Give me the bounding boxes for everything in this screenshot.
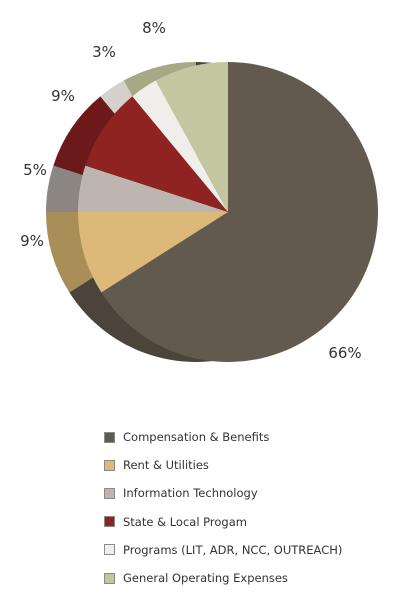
legend-label-state-local: State & Local Progam (123, 514, 247, 529)
value-label-programs: 3% (92, 43, 116, 61)
legend-label-compensation: Compensation & Benefits (123, 430, 270, 445)
legend-item-rent: Rent & Utilities (104, 451, 394, 479)
legend-swatch-programs (104, 544, 115, 556)
legend-swatch-it (104, 487, 115, 499)
legend: Compensation & Benefits Rent & Utilities… (104, 423, 394, 592)
legend-item-programs: Programs (LIT, ADR, NCC, OUTREACH) (104, 536, 394, 564)
value-label-it: 5% (23, 161, 47, 179)
legend-item-it: Information Technology (104, 479, 394, 507)
slice-rent (78, 212, 228, 293)
legend-item-compensation: Compensation & Benefits (104, 423, 394, 451)
slice-state-local (85, 96, 228, 212)
slice-general (155, 62, 228, 212)
value-label-rent: 9% (20, 232, 44, 250)
slice-compensation (101, 62, 379, 362)
legend-item-state-local: State & Local Progam (104, 508, 394, 536)
legend-label-programs: Programs (LIT, ADR, NCC, OUTREACH) (123, 542, 343, 557)
legend-swatch-rent (104, 459, 115, 471)
value-label-state-local: 9% (51, 87, 75, 105)
legend-swatch-state-local (104, 516, 115, 528)
legend-item-general: General Operating Expenses (104, 564, 394, 592)
slice-it (78, 165, 228, 212)
legend-label-rent: Rent & Utilities (123, 458, 209, 473)
legend-swatch-compensation (104, 431, 115, 443)
legend-label-it: Information Technology (123, 486, 258, 501)
pie-slices (78, 62, 379, 362)
pie-labels: 66% 9% 5% 9% 3% 8% (20, 19, 362, 362)
legend-swatch-general (104, 572, 115, 584)
value-label-compensation: 66% (328, 344, 361, 362)
slice-programs (132, 80, 228, 212)
value-label-general: 8% (142, 19, 166, 37)
legend-label-general: General Operating Expenses (123, 571, 288, 586)
